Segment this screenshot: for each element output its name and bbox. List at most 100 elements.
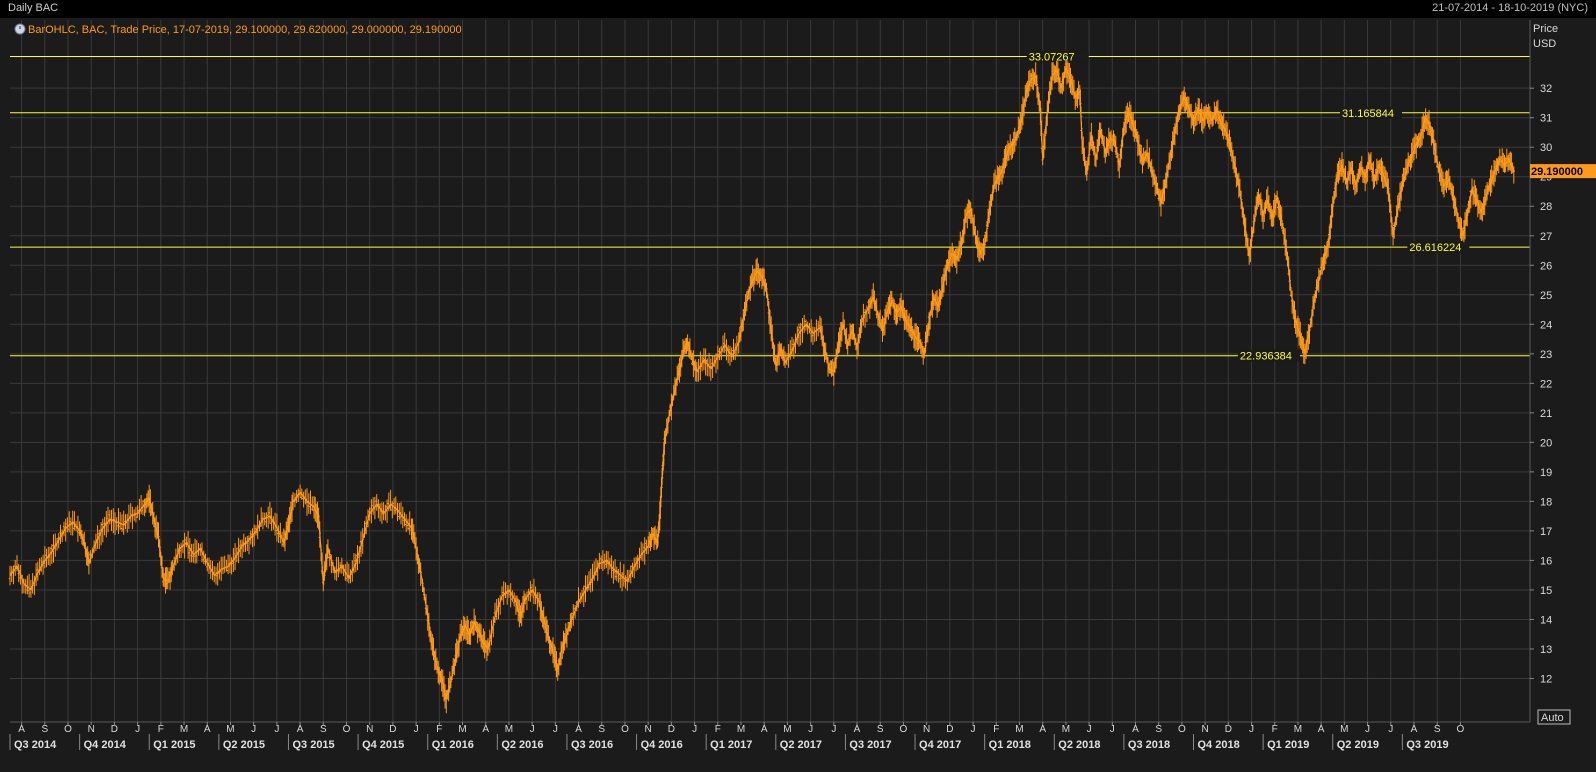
legend: BarOHLC, BAC, Trade Price, 17-07-2019, 2… xyxy=(14,23,462,36)
auto-button-label[interactable]: Auto xyxy=(1541,712,1564,724)
x-quarter-label: Q3 2014 xyxy=(14,739,57,751)
x-quarter-label: Q2 2015 xyxy=(223,739,265,751)
x-month-label: S xyxy=(1155,724,1162,735)
x-month-label: A xyxy=(1132,724,1139,735)
x-quarter-label: Q1 2015 xyxy=(153,739,195,751)
y-tick-label: 19 xyxy=(1540,467,1552,479)
x-month-label: O xyxy=(1178,724,1186,735)
y-tick-label: 30 xyxy=(1540,142,1552,154)
last-price-badge: 29.190000 xyxy=(1530,164,1596,179)
y-tick-label: 22 xyxy=(1540,378,1552,390)
x-month-label: J xyxy=(251,724,256,735)
x-quarter-label: Q2 2018 xyxy=(1058,739,1100,751)
price-series xyxy=(8,60,1515,714)
x-month-label: J xyxy=(692,724,697,735)
x-month-label: M xyxy=(737,724,745,735)
level-label-bg xyxy=(1407,241,1470,254)
x-quarter-label: Q4 2015 xyxy=(362,739,404,751)
x-quarter-label: Q3 2015 xyxy=(292,739,334,751)
x-quarter-label: Q4 2018 xyxy=(1198,739,1240,751)
price-label: Price xyxy=(1533,23,1558,35)
x-month-label: J xyxy=(831,724,836,735)
price-line xyxy=(9,65,1515,700)
x-month-label: M xyxy=(1294,724,1302,735)
x-month-label: J xyxy=(1249,724,1254,735)
x-month-label: M xyxy=(1015,724,1023,735)
x-month-label: J xyxy=(274,724,279,735)
x-month-label: M xyxy=(226,724,234,735)
x-quarter-label: Q2 2016 xyxy=(501,739,543,751)
x-quarter-label: Q1 2018 xyxy=(989,739,1031,751)
x-month-label: A xyxy=(18,724,25,735)
x-month-label: S xyxy=(598,724,605,735)
legend-text: BarOHLC, BAC, Trade Price, 17-07-2019, 2… xyxy=(28,24,462,36)
x-month-label: F xyxy=(158,724,164,735)
x-month-label: M xyxy=(1340,724,1348,735)
y-tick-label: 18 xyxy=(1540,496,1552,508)
x-month-label: J xyxy=(530,724,535,735)
y-tick-label: 15 xyxy=(1540,585,1552,597)
y-tick-label: 13 xyxy=(1540,644,1552,656)
x-month-label: O xyxy=(343,724,351,735)
x-month-label: N xyxy=(88,724,95,735)
x-month-label: M xyxy=(505,724,513,735)
x-month-label: J xyxy=(135,724,140,735)
x-month-label: N xyxy=(923,724,930,735)
chart-title: Daily BAC xyxy=(8,2,59,14)
x-month-label: D xyxy=(946,724,953,735)
x-month-label: F xyxy=(436,724,442,735)
x-quarter-label: Q2 2019 xyxy=(1337,739,1379,751)
x-month-label: F xyxy=(1272,724,1278,735)
x-month-label: D xyxy=(1225,724,1232,735)
x-month-label: M xyxy=(458,724,466,735)
x-month-label: M xyxy=(783,724,791,735)
level-label-bg xyxy=(1340,106,1403,119)
level-label: 31.165844 xyxy=(1342,108,1394,120)
y-tick-label: 21 xyxy=(1540,408,1552,420)
x-quarter-label: Q3 2016 xyxy=(571,739,613,751)
x-month-label: A xyxy=(204,724,211,735)
level-label-bg xyxy=(1237,349,1300,362)
x-month-label: J xyxy=(1110,724,1115,735)
x-quarter-label: Q4 2016 xyxy=(641,739,683,751)
auto-button[interactable]: Auto xyxy=(1537,709,1571,725)
x-month-label: F xyxy=(715,724,721,735)
x-month-label: D xyxy=(668,724,675,735)
y-tick-label: 12 xyxy=(1540,673,1552,685)
x-month-label: S xyxy=(1434,724,1441,735)
y-tick-label: 23 xyxy=(1540,349,1552,361)
x-month-label: A xyxy=(297,724,304,735)
grid xyxy=(10,20,1530,722)
x-month-label: A xyxy=(1039,724,1046,735)
level-label: 22.936384 xyxy=(1240,351,1292,363)
x-month-label: J xyxy=(1388,724,1393,735)
y-tick-label: 14 xyxy=(1540,614,1552,626)
last-price-box xyxy=(1530,164,1596,179)
y-tick-label: 31 xyxy=(1540,113,1552,125)
y-axis: 1213141516171819202122232425262728293031… xyxy=(1529,20,1552,722)
level-label: 33.07267 xyxy=(1029,52,1075,64)
x-month-label: S xyxy=(320,724,327,735)
x-month-label: A xyxy=(761,724,768,735)
x-month-label: O xyxy=(64,724,72,735)
x-month-label: J xyxy=(414,724,419,735)
date-range: 21-07-2014 - 18-10-2019 (NYC) xyxy=(1432,2,1588,14)
x-month-label: J xyxy=(553,724,558,735)
x-month-label: D xyxy=(389,724,396,735)
x-month-label: S xyxy=(877,724,884,735)
x-quarter-label: Q4 2017 xyxy=(919,739,961,751)
auto-button-box[interactable] xyxy=(1537,709,1571,725)
x-quarter-label: Q3 2017 xyxy=(849,739,891,751)
x-month-label: A xyxy=(1318,724,1325,735)
y-tick-label: 26 xyxy=(1540,260,1552,272)
x-month-label: M xyxy=(1062,724,1070,735)
last-price-value: 29.190000 xyxy=(1531,166,1583,178)
x-month-label: N xyxy=(645,724,652,735)
x-month-label: A xyxy=(575,724,582,735)
x-quarter-label: Q1 2016 xyxy=(432,739,474,751)
x-month-label: O xyxy=(1456,724,1464,735)
x-month-label: A xyxy=(482,724,489,735)
x-month-label: F xyxy=(993,724,999,735)
